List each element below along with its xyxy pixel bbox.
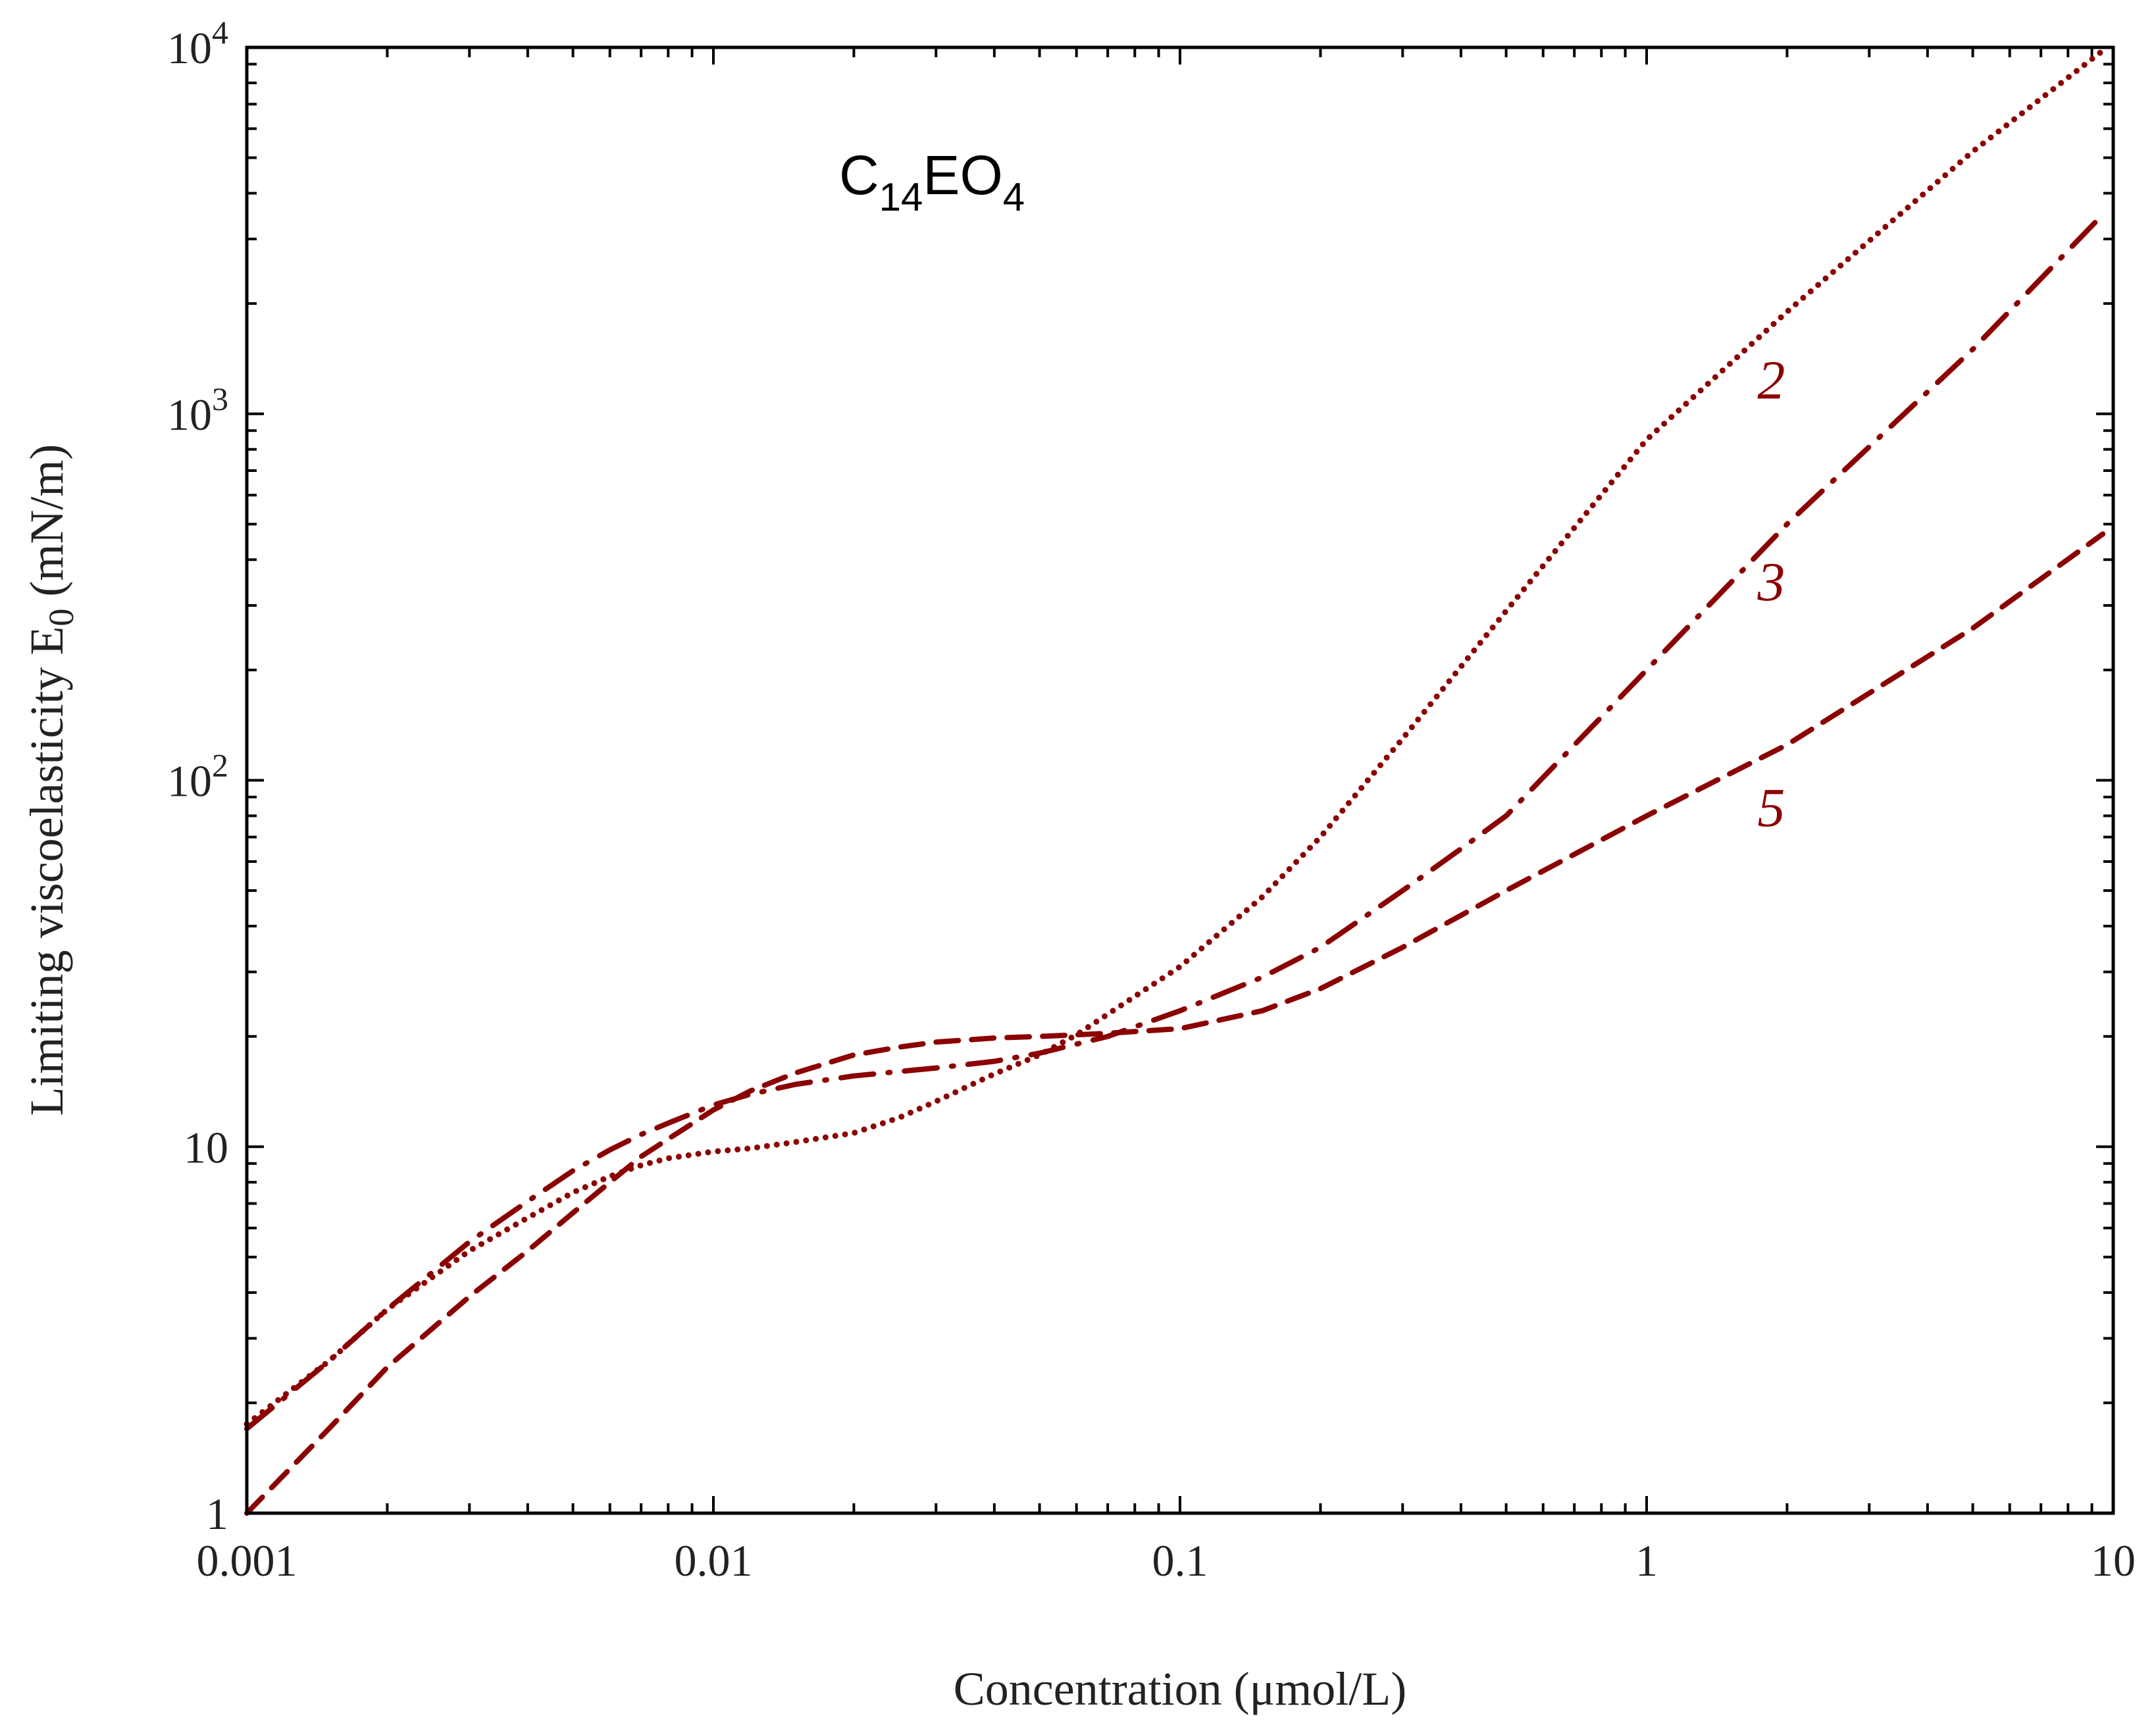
- x-tick-label: 0.01: [675, 1536, 753, 1586]
- x-axis-title: Concentration (μmol/L): [954, 1663, 1406, 1715]
- series-5-line: [244, 531, 2106, 1516]
- chart-annotation: C14EO4: [839, 144, 1025, 219]
- y-axis-title: Limiting viscoelasticity E0 (mN/m): [20, 444, 81, 1116]
- y-tick-label: 102: [167, 747, 228, 806]
- tick-labels: 0.001 0.01 0.1 1 10 1 10 102 103 104: [167, 14, 2136, 1586]
- curve-labels: 2 3 5: [1757, 350, 1785, 839]
- x-tick-label: 0.1: [1152, 1536, 1208, 1586]
- x-tick-label: 0.001: [197, 1536, 297, 1586]
- series-3-label: 3: [1757, 552, 1785, 613]
- curves: [244, 47, 2106, 1516]
- y-tick-label: 1: [206, 1489, 228, 1539]
- y-tick-label: 104: [167, 14, 228, 73]
- x-tick-label: 1: [1635, 1536, 1658, 1586]
- series-5-label: 5: [1757, 777, 1785, 839]
- y-tick-label: 10: [184, 1122, 228, 1172]
- x-tick-label: 10: [2091, 1536, 2136, 1586]
- series-2-label: 2: [1757, 350, 1785, 411]
- y-tick-label: 103: [167, 380, 228, 440]
- plot-frame: [245, 45, 2115, 1515]
- series-3-line: [244, 211, 2106, 1432]
- axis-ticks: [245, 47, 2113, 1514]
- series-2-line: [244, 47, 2106, 1428]
